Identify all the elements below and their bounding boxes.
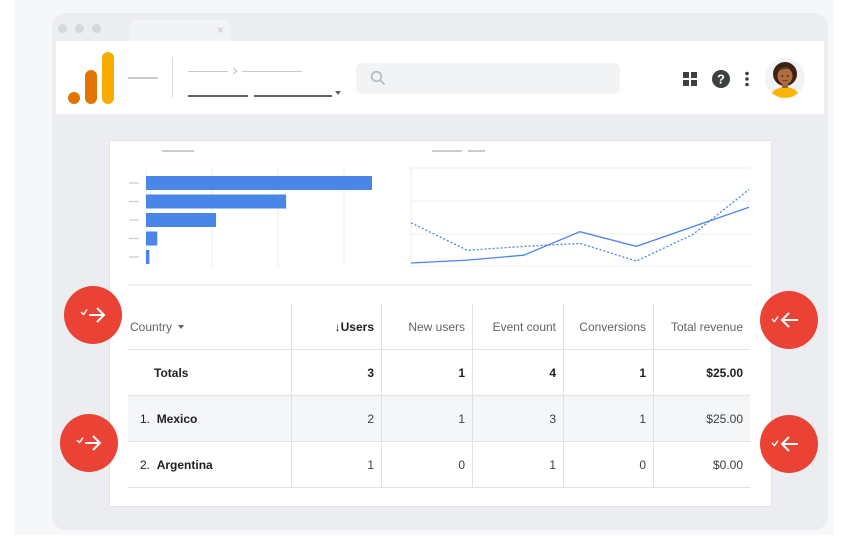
row-country-cell: 1. Mexico bbox=[128, 395, 292, 442]
table-row[interactable]: 2. Argentina 1 0 1 0 $0.00 bbox=[128, 441, 750, 488]
app-bar: ? bbox=[56, 41, 824, 114]
product-name-placeholder bbox=[128, 77, 158, 79]
totals-row: Totals 3 1 4 1 $25.00 bbox=[128, 349, 750, 396]
row-country-cell: 2. Argentina bbox=[128, 441, 292, 488]
column-header-new-users[interactable]: New users bbox=[381, 304, 473, 350]
move-right-button[interactable] bbox=[64, 286, 122, 344]
report-table: Country ↓Users New users Event count Con… bbox=[128, 304, 750, 488]
table-header-row: Country ↓Users New users Event count Con… bbox=[128, 304, 750, 350]
property-selector-placeholder[interactable] bbox=[188, 95, 248, 97]
tab-close-icon[interactable]: × bbox=[216, 23, 224, 37]
column-header-event-count[interactable]: Event count bbox=[472, 304, 564, 350]
svg-text:?: ? bbox=[717, 72, 725, 87]
move-left-button[interactable] bbox=[760, 291, 818, 349]
avatar[interactable] bbox=[765, 58, 805, 98]
check-arrow-right-icon bbox=[76, 435, 102, 451]
totals-total-revenue: $25.00 bbox=[653, 349, 750, 396]
check-arrow-left-icon bbox=[771, 312, 798, 328]
country-name[interactable]: Argentina bbox=[156, 457, 213, 472]
sort-arrow-down-icon: ↓ bbox=[334, 319, 341, 334]
totals-users: 3 bbox=[291, 349, 382, 396]
move-left-button[interactable] bbox=[760, 415, 818, 473]
move-right-button[interactable] bbox=[60, 414, 118, 472]
chevron-down-icon[interactable] bbox=[178, 325, 185, 330]
property-selector-placeholder[interactable] bbox=[254, 95, 332, 97]
column-header-total-revenue[interactable]: Total revenue bbox=[653, 304, 750, 350]
apps-grid-icon[interactable] bbox=[683, 72, 697, 86]
column-header-users[interactable]: ↓Users bbox=[291, 304, 382, 350]
country-name[interactable]: Mexico bbox=[156, 411, 198, 426]
window-maximize-dot[interactable] bbox=[92, 24, 101, 33]
help-icon[interactable]: ? bbox=[712, 70, 730, 88]
check-arrow-left-icon bbox=[771, 436, 798, 452]
browser-tab[interactable]: × bbox=[129, 20, 231, 41]
totals-conversions: 1 bbox=[563, 349, 654, 396]
more-vert-icon[interactable] bbox=[744, 71, 750, 87]
totals-event-count: 4 bbox=[472, 349, 564, 396]
divider bbox=[172, 57, 173, 97]
chevron-down-icon[interactable] bbox=[335, 91, 341, 95]
breadcrumb-placeholder bbox=[188, 71, 228, 72]
totals-label: Totals bbox=[128, 349, 292, 396]
row-users: 1 bbox=[291, 441, 382, 488]
column-header-country[interactable]: Country bbox=[128, 304, 292, 350]
row-event-count: 1 bbox=[472, 441, 564, 488]
row-new-users: 0 bbox=[381, 441, 473, 488]
table-row[interactable]: 1. Mexico 2 1 3 1 $25.00 bbox=[128, 395, 750, 442]
user-avatar-icon bbox=[771, 62, 799, 98]
row-event-count: 3 bbox=[472, 395, 564, 442]
row-conversions: 1 bbox=[563, 395, 654, 442]
totals-new-users: 1 bbox=[381, 349, 473, 396]
row-users: 2 bbox=[291, 395, 382, 442]
row-new-users: 1 bbox=[381, 395, 473, 442]
breadcrumb-placeholder bbox=[242, 71, 302, 72]
search-input[interactable] bbox=[356, 63, 620, 94]
window-close-dot[interactable] bbox=[58, 24, 67, 33]
row-total-revenue: $25.00 bbox=[653, 395, 750, 442]
row-total-revenue: $0.00 bbox=[653, 441, 750, 488]
breadcrumb-chevron-icon bbox=[232, 67, 238, 75]
title-bar: × bbox=[52, 13, 828, 41]
search-icon bbox=[370, 70, 386, 86]
window-minimize-dot[interactable] bbox=[75, 24, 84, 33]
analytics-logo-icon[interactable] bbox=[68, 52, 116, 104]
check-arrow-right-icon bbox=[80, 307, 106, 323]
row-conversions: 0 bbox=[563, 441, 654, 488]
column-header-conversions[interactable]: Conversions bbox=[563, 304, 654, 350]
